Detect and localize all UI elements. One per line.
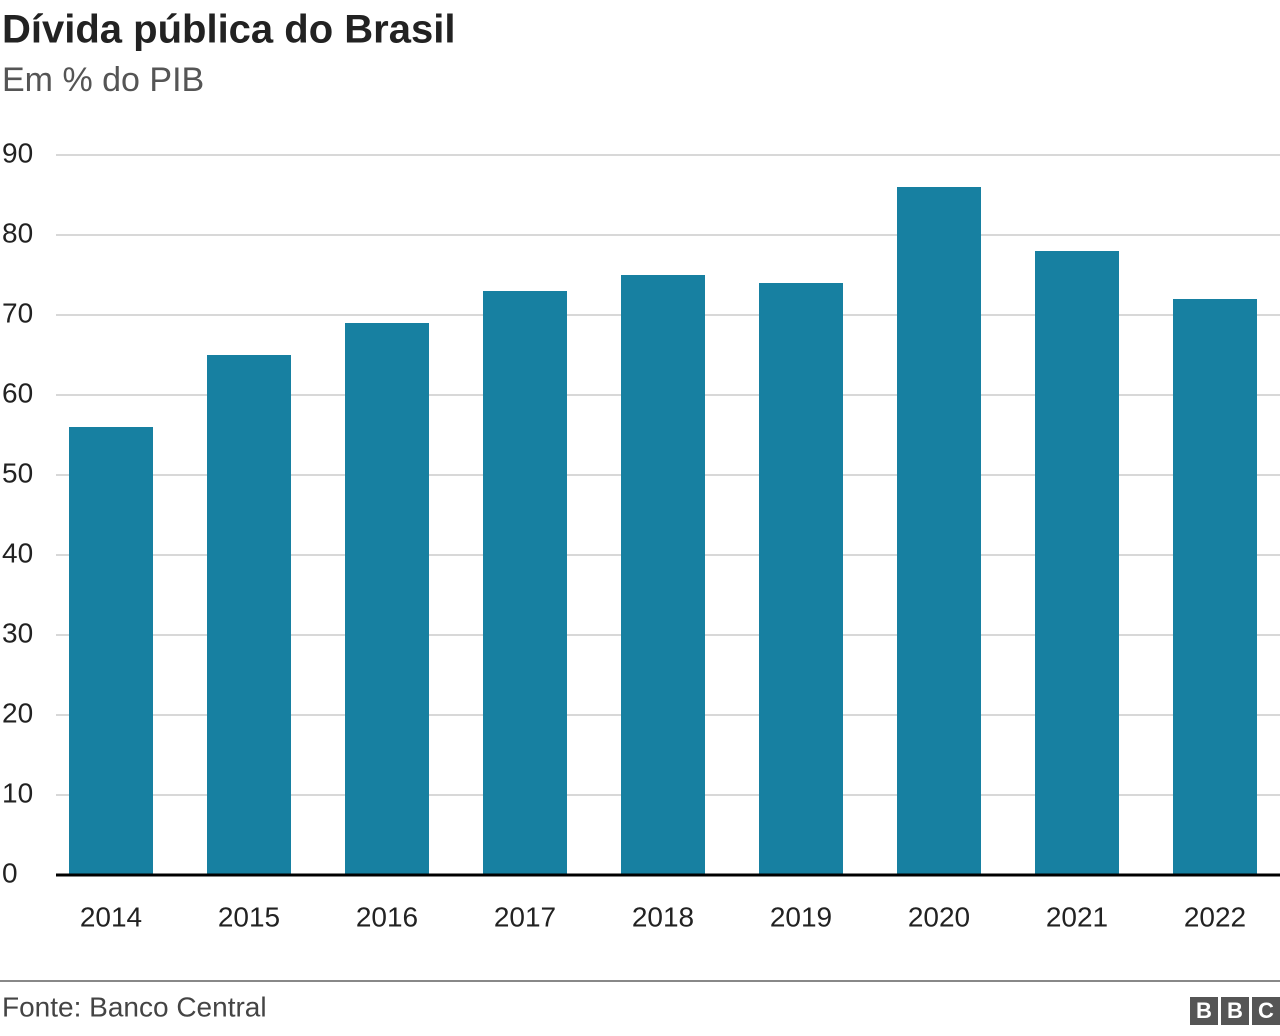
y-tick-label: 20 bbox=[2, 697, 33, 728]
chart-title: Dívida pública do Brasil bbox=[2, 8, 455, 52]
bar bbox=[1035, 251, 1119, 875]
logo-letter: B bbox=[1196, 998, 1212, 1023]
bar bbox=[207, 355, 291, 875]
y-tick-label: 90 bbox=[2, 137, 33, 168]
logo-box bbox=[1190, 997, 1218, 1025]
logo-letter: C bbox=[1258, 998, 1274, 1023]
x-tick-label: 2020 bbox=[908, 901, 970, 932]
y-tick-label: 70 bbox=[2, 297, 33, 328]
y-tick-label: 10 bbox=[2, 777, 33, 808]
y-tick-label: 0 bbox=[2, 857, 18, 888]
bar bbox=[759, 283, 843, 875]
x-tick-label: 2022 bbox=[1184, 901, 1246, 932]
source: Fonte: Banco Central bbox=[2, 991, 267, 1022]
y-tick-label: 60 bbox=[2, 377, 33, 408]
bar bbox=[1173, 299, 1257, 875]
logo-letter: B bbox=[1227, 998, 1243, 1023]
bar bbox=[345, 323, 429, 875]
y-tick-label: 80 bbox=[2, 217, 33, 248]
y-tick-label: 50 bbox=[2, 457, 33, 488]
logo-box bbox=[1252, 997, 1280, 1025]
x-tick-label: 2018 bbox=[632, 901, 694, 932]
chart-subtitle: Em % do PIB bbox=[2, 61, 204, 99]
y-tick-label: 30 bbox=[2, 617, 33, 648]
x-tick-label: 2017 bbox=[494, 901, 556, 932]
x-tick-label: 2019 bbox=[770, 901, 832, 932]
bar bbox=[621, 275, 705, 875]
bar bbox=[69, 427, 153, 875]
x-tick-label: 2021 bbox=[1046, 901, 1108, 932]
x-tick-label: 2014 bbox=[80, 901, 142, 932]
x-tick-label: 2016 bbox=[356, 901, 418, 932]
y-tick-label: 40 bbox=[2, 537, 33, 568]
x-tick-label: 2015 bbox=[218, 901, 280, 932]
bar bbox=[483, 291, 567, 875]
bar bbox=[897, 187, 981, 875]
logo-box bbox=[1221, 997, 1249, 1025]
